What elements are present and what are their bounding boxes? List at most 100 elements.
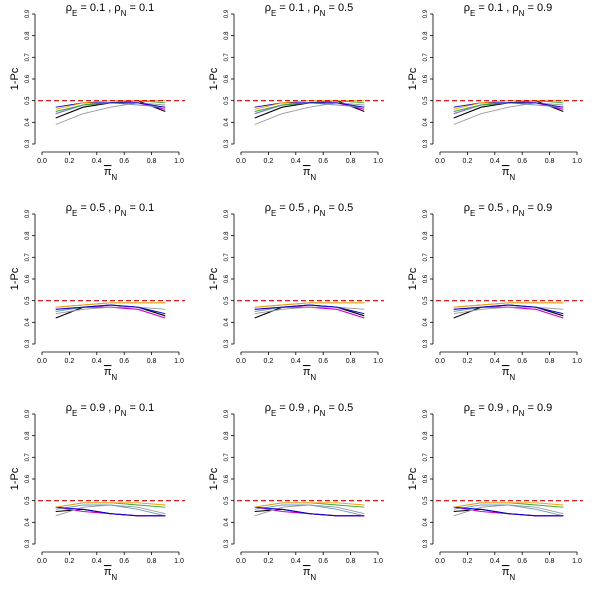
y-tick-label: 0.4 xyxy=(423,118,429,127)
title-part: = 0.5 , xyxy=(276,202,313,214)
x-tick-label: 0.4 xyxy=(92,358,102,365)
series-line-4 xyxy=(254,102,365,125)
y-tick-label: 0.4 xyxy=(423,318,429,327)
series-line-6 xyxy=(254,304,365,315)
panel-6: ρE = 0.5 , ρN = 0.90.30.40.50.60.70.80.9… xyxy=(407,202,583,382)
panel-title: ρE = 0.1 , ρN = 0.1 xyxy=(66,2,154,18)
x-tick-label: 0.6 xyxy=(318,358,328,365)
y-tick-label: 0.5 xyxy=(25,496,31,505)
y-tick-label: 0.7 xyxy=(423,53,429,62)
y-axis-label: 1-Pc xyxy=(208,267,220,290)
y-tick-label: 0.6 xyxy=(423,474,429,483)
y-tick-label: 0.8 xyxy=(224,231,230,240)
x-axis-label: πN xyxy=(104,166,118,182)
title-part: ρ xyxy=(313,2,319,14)
title-part: ρ xyxy=(114,402,120,414)
x-tick-label: 0.8 xyxy=(346,158,356,165)
x-axis-label: πN xyxy=(104,366,118,382)
x-tick-label: 1.0 xyxy=(373,558,383,565)
y-axis-label: 1-Pc xyxy=(9,467,21,490)
title-subscript: N xyxy=(320,409,326,418)
y-tick-label: 0.6 xyxy=(224,274,230,283)
y-tick-label: 0.3 xyxy=(224,339,230,348)
y-tick-label: 0.8 xyxy=(423,431,429,440)
x-tick-label: 0.4 xyxy=(291,358,301,365)
panel-5: ρE = 0.5 , ρN = 0.50.30.40.50.60.70.80.9… xyxy=(208,202,384,382)
title-part: = 0.1 xyxy=(126,2,154,14)
x-tick-label: 0.2 xyxy=(65,358,75,365)
x-axis-label: πN xyxy=(502,366,516,382)
title-subscript: N xyxy=(121,209,127,218)
y-tick-label: 0.9 xyxy=(224,209,230,218)
title-part: = 0.5 , xyxy=(77,202,114,214)
title-subscript: E xyxy=(470,9,475,18)
panel-3: ρE = 0.1 , ρN = 0.90.30.40.50.60.70.80.9… xyxy=(407,2,583,182)
y-tick-label: 0.9 xyxy=(25,409,31,418)
x-axis-subscript: N xyxy=(509,573,515,582)
title-part: = 0.9 , xyxy=(475,402,512,414)
panel-9: ρE = 0.9 , ρN = 0.90.30.40.50.60.70.80.9… xyxy=(407,402,583,582)
x-tick-label: 0.0 xyxy=(435,358,445,365)
x-tick-label: 0.0 xyxy=(435,558,445,565)
series-line-7 xyxy=(254,502,365,508)
title-part: ρ xyxy=(464,202,470,214)
title-subscript: N xyxy=(519,9,525,18)
series-line-6 xyxy=(453,506,564,517)
y-tick-label: 0.9 xyxy=(224,9,230,18)
y-tick-label: 0.5 xyxy=(25,96,31,105)
series-line-7 xyxy=(453,502,564,508)
x-tick-label: 0.6 xyxy=(119,158,129,165)
series-line-6 xyxy=(254,102,365,108)
title-part: ρ xyxy=(265,2,271,14)
y-axis-label: 1-Pc xyxy=(208,67,220,90)
x-tick-label: 0.4 xyxy=(490,358,500,365)
y-axis-label: 1-Pc xyxy=(9,67,21,90)
title-part: ρ xyxy=(66,202,72,214)
title-part: ρ xyxy=(66,2,72,14)
title-subscript: N xyxy=(519,409,525,418)
x-tick-label: 0.2 xyxy=(463,358,473,365)
title-part: = 0.1 , xyxy=(276,2,313,14)
y-tick-label: 0.6 xyxy=(224,474,230,483)
y-tick-label: 0.4 xyxy=(25,118,31,127)
x-tick-label: 0.8 xyxy=(147,158,157,165)
title-subscript: N xyxy=(519,209,525,218)
x-tick-label: 0.4 xyxy=(291,558,301,565)
series-line-7 xyxy=(55,302,166,308)
y-tick-label: 0.5 xyxy=(423,496,429,505)
title-part: ρ xyxy=(313,202,319,214)
y-axis-label: 1-Pc xyxy=(407,67,419,90)
y-tick-label: 0.7 xyxy=(423,253,429,262)
x-axis-symbol: π xyxy=(104,566,112,578)
title-part: ρ xyxy=(464,402,470,414)
x-tick-label: 1.0 xyxy=(572,558,582,565)
x-tick-label: 0.4 xyxy=(490,558,500,565)
title-part: ρ xyxy=(66,402,72,414)
title-subscript: E xyxy=(470,209,475,218)
y-tick-label: 0.3 xyxy=(423,139,429,148)
x-axis-label: πN xyxy=(104,566,118,582)
y-axis-label: 1-Pc xyxy=(9,267,21,290)
y-tick-label: 0.5 xyxy=(423,296,429,305)
x-tick-label: 0.0 xyxy=(37,358,47,365)
panel-1: ρE = 0.1 , ρN = 0.10.30.40.50.60.70.80.9… xyxy=(9,2,185,182)
series-line-6 xyxy=(453,304,564,315)
panel-title: ρE = 0.1 , ρN = 0.5 xyxy=(265,2,353,18)
x-tick-label: 0.6 xyxy=(318,158,328,165)
x-axis-label: πN xyxy=(303,166,317,182)
title-subscript: N xyxy=(320,209,326,218)
x-axis-label: πN xyxy=(303,366,317,382)
title-part: ρ xyxy=(114,202,120,214)
x-axis-symbol: π xyxy=(502,166,510,178)
y-tick-label: 0.3 xyxy=(224,139,230,148)
title-part: = 0.9 xyxy=(524,402,552,414)
series-line-7 xyxy=(55,502,166,508)
title-part: = 0.5 xyxy=(325,2,353,14)
panel-title: ρE = 0.9 , ρN = 0.1 xyxy=(66,402,154,418)
title-part: = 0.9 xyxy=(524,2,552,14)
x-tick-label: 0.2 xyxy=(264,358,274,365)
y-tick-label: 0.5 xyxy=(224,96,230,105)
x-tick-label: 1.0 xyxy=(174,158,184,165)
panel-title: ρE = 0.9 , ρN = 0.9 xyxy=(464,402,552,418)
x-axis-symbol: π xyxy=(502,366,510,378)
